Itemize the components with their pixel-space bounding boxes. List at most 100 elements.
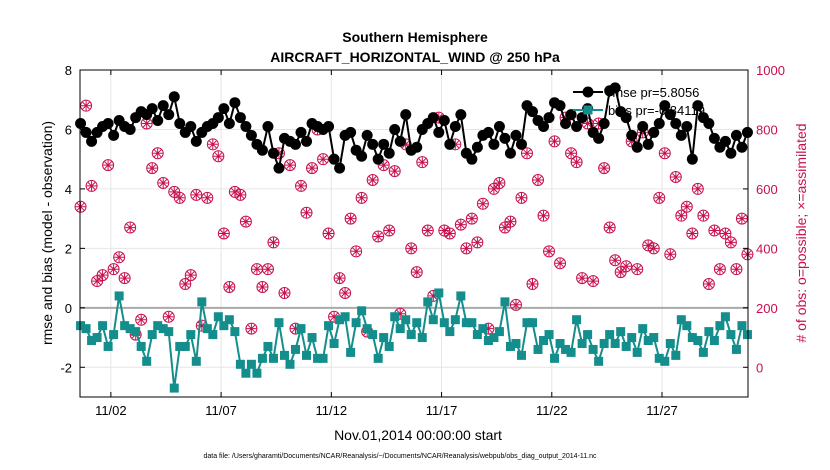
bias-series-point [527, 318, 537, 328]
rmse-series-point [444, 138, 456, 150]
assimilated-point [296, 180, 306, 191]
bias-series-point [307, 333, 317, 343]
rmse-series-point [273, 162, 285, 174]
y-tick-label: 6 [65, 122, 72, 137]
bias-series-point [599, 338, 609, 348]
bias-series-point [401, 315, 411, 325]
bias-series-point [340, 312, 350, 322]
bias-series-point [362, 324, 372, 334]
assimilated-point [571, 157, 582, 168]
bias-series-point [445, 327, 455, 337]
rmse-series-point [168, 91, 180, 103]
rmse-series-point [449, 120, 461, 132]
possible-point [576, 272, 589, 285]
bias-series-point [461, 318, 471, 328]
possible-point [416, 156, 429, 169]
possible-point [537, 209, 550, 222]
legend-rmse-label: rmse pr=5.8056 [608, 85, 699, 100]
possible-point [504, 215, 517, 228]
possible-point [598, 162, 611, 175]
possible-point [366, 173, 379, 186]
bias-series-point [483, 336, 493, 346]
rmse-series-point [571, 120, 583, 132]
rmse-series-point [229, 97, 241, 109]
assimilated-point [235, 189, 246, 200]
rmse-series-point [389, 123, 401, 135]
possible-point [405, 242, 418, 255]
possible-point [162, 310, 175, 323]
possible-point [465, 212, 478, 225]
bias-series-point [92, 333, 102, 343]
assimilated-point [544, 246, 554, 257]
assimilated-point [119, 273, 130, 284]
bias-series-point [329, 338, 339, 348]
rmse-series-point [598, 118, 610, 130]
bias-series-point [279, 350, 289, 360]
y2-tick-label: 800 [756, 122, 778, 137]
assimilated-point [527, 279, 538, 289]
assimilated-point [433, 112, 444, 123]
chart-subtitle: AIRCRAFT_HORIZONTAL_WIND @ 250 hPa [270, 49, 560, 65]
possible-point [322, 227, 335, 240]
rmse-series-point [86, 135, 98, 147]
possible-point [658, 147, 671, 160]
possible-point [532, 173, 545, 186]
possible-point [383, 224, 396, 237]
rmse-series-point [609, 82, 621, 94]
bias-series-point [125, 324, 135, 334]
possible-point [697, 209, 710, 222]
assimilated-point [301, 207, 312, 218]
rmse-series-point [212, 112, 224, 124]
bias-series-point [687, 333, 697, 343]
assimilated-point [681, 201, 692, 212]
rmse-series-point [736, 141, 748, 153]
rmse-series-point [703, 118, 715, 130]
rmse-series-point [163, 109, 175, 121]
bias-series-point [588, 344, 598, 354]
bias-series-point [742, 330, 752, 340]
rmse-series-point [124, 123, 136, 135]
rmse-series-point [499, 132, 511, 144]
rmse-series-point [433, 126, 445, 138]
bias-series-point [241, 368, 251, 378]
assimilated-point [488, 183, 499, 194]
possible-point [570, 156, 583, 169]
possible-point [261, 263, 274, 276]
possible-point [333, 272, 346, 285]
bias-series-point [390, 312, 400, 322]
y2-axis-ticks: 0 200 400 600 800 1000 [743, 63, 785, 375]
assimilated-point [538, 210, 549, 221]
x-tick-label: 11/27 [646, 403, 678, 418]
bias-series-point [566, 347, 576, 357]
assimilated-point [637, 127, 648, 138]
rmse-series-point [686, 153, 698, 165]
assimilated-point [444, 228, 455, 239]
assimilated-point [615, 267, 626, 278]
possible-point [74, 200, 87, 213]
assimilated-point [345, 213, 356, 224]
assimilated-point [262, 264, 273, 275]
bias-series-point [302, 350, 312, 360]
possible-point [509, 298, 522, 311]
possible-point [515, 191, 528, 204]
rmse-series-point [234, 112, 246, 124]
rmse-series-point [637, 120, 649, 132]
bias-series-point [120, 321, 130, 331]
assimilated-point [158, 178, 169, 188]
assimilated-point [185, 270, 196, 281]
rmse-series [75, 82, 753, 174]
bias-series-point [676, 315, 686, 325]
bias-series-point [268, 353, 278, 363]
bias-series-point [412, 318, 422, 328]
bias-series-point [715, 321, 725, 331]
rmse-series-point [565, 109, 577, 121]
rmse-series-point [102, 118, 114, 130]
possible-point [691, 182, 704, 195]
bias-series-point [208, 330, 218, 340]
bias-series-point [175, 341, 185, 351]
rmse-series-point [394, 135, 406, 147]
assimilated-point [395, 308, 406, 319]
bias-series-point [395, 324, 405, 334]
assimilated-point [522, 148, 532, 159]
rmse-series-point [267, 147, 279, 159]
